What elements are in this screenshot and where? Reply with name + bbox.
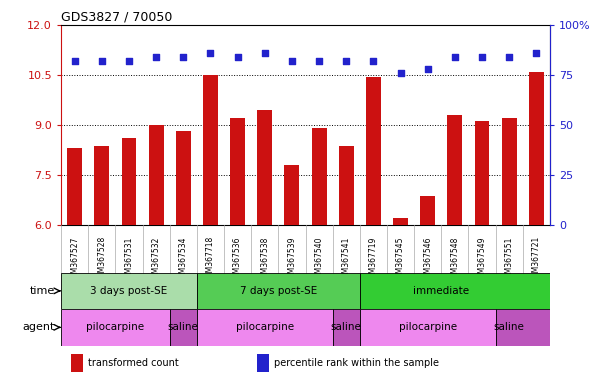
- Bar: [61, 273, 197, 309]
- Bar: [203, 75, 218, 225]
- Text: GSM367531: GSM367531: [125, 236, 133, 283]
- Bar: [170, 309, 197, 346]
- Bar: [475, 121, 489, 225]
- Bar: [366, 76, 381, 225]
- Bar: [360, 273, 550, 309]
- Text: GSM367528: GSM367528: [97, 236, 106, 282]
- Text: GSM367551: GSM367551: [505, 236, 514, 283]
- Point: [178, 54, 188, 60]
- Point: [205, 50, 215, 56]
- Point: [532, 50, 541, 56]
- Text: 3 days post-SE: 3 days post-SE: [90, 286, 167, 296]
- Text: 7 days post-SE: 7 days post-SE: [240, 286, 317, 296]
- Text: GSM367718: GSM367718: [206, 236, 215, 282]
- Point: [287, 58, 297, 64]
- Text: saline: saline: [331, 322, 362, 333]
- Bar: [332, 309, 360, 346]
- Bar: [197, 309, 332, 346]
- Text: GSM367534: GSM367534: [179, 236, 188, 283]
- Text: GSM367549: GSM367549: [478, 236, 486, 283]
- Point: [233, 54, 243, 60]
- Text: GSM367539: GSM367539: [287, 236, 296, 283]
- Point: [450, 54, 459, 60]
- Bar: [360, 309, 496, 346]
- Point: [70, 58, 79, 64]
- Bar: [257, 354, 269, 372]
- Text: pilocarpine: pilocarpine: [398, 322, 457, 333]
- Text: GSM367545: GSM367545: [396, 236, 405, 283]
- Bar: [61, 309, 170, 346]
- Bar: [67, 148, 82, 225]
- Bar: [447, 115, 463, 225]
- Point: [368, 58, 378, 64]
- Text: saline: saline: [494, 322, 525, 333]
- Bar: [257, 110, 273, 225]
- Point: [477, 54, 487, 60]
- Text: GSM367538: GSM367538: [260, 236, 269, 283]
- Text: immediate: immediate: [413, 286, 469, 296]
- Point: [124, 58, 134, 64]
- Point: [423, 66, 433, 72]
- Bar: [285, 165, 299, 225]
- Point: [504, 54, 514, 60]
- Text: pilocarpine: pilocarpine: [86, 322, 144, 333]
- Bar: [197, 273, 360, 309]
- Text: transformed count: transformed count: [88, 358, 179, 368]
- Text: GSM367540: GSM367540: [315, 236, 324, 283]
- Bar: [393, 218, 408, 225]
- Point: [342, 58, 351, 64]
- Text: time: time: [30, 286, 55, 296]
- Point: [314, 58, 324, 64]
- Bar: [529, 71, 544, 225]
- Bar: [176, 131, 191, 225]
- Bar: [502, 118, 517, 225]
- Text: pilocarpine: pilocarpine: [236, 322, 294, 333]
- Text: GSM367548: GSM367548: [450, 236, 459, 283]
- Text: GSM367527: GSM367527: [70, 236, 79, 283]
- Text: GSM367721: GSM367721: [532, 236, 541, 282]
- Point: [260, 50, 269, 56]
- Bar: [230, 118, 245, 225]
- Point: [396, 70, 406, 76]
- Bar: [496, 309, 550, 346]
- Bar: [94, 146, 109, 225]
- Text: GSM367532: GSM367532: [152, 236, 161, 283]
- Bar: [420, 196, 435, 225]
- Text: GDS3827 / 70050: GDS3827 / 70050: [61, 11, 172, 24]
- Text: agent: agent: [23, 322, 55, 333]
- Text: GSM367546: GSM367546: [423, 236, 432, 283]
- Bar: [338, 146, 354, 225]
- Text: GSM367719: GSM367719: [369, 236, 378, 283]
- Point: [152, 54, 161, 60]
- Text: GSM367536: GSM367536: [233, 236, 242, 283]
- Bar: [148, 125, 164, 225]
- Bar: [122, 138, 136, 225]
- Point: [97, 58, 107, 64]
- Bar: [312, 128, 326, 225]
- Bar: [71, 354, 83, 372]
- Text: saline: saline: [168, 322, 199, 333]
- Text: percentile rank within the sample: percentile rank within the sample: [274, 358, 439, 368]
- Text: GSM367541: GSM367541: [342, 236, 351, 283]
